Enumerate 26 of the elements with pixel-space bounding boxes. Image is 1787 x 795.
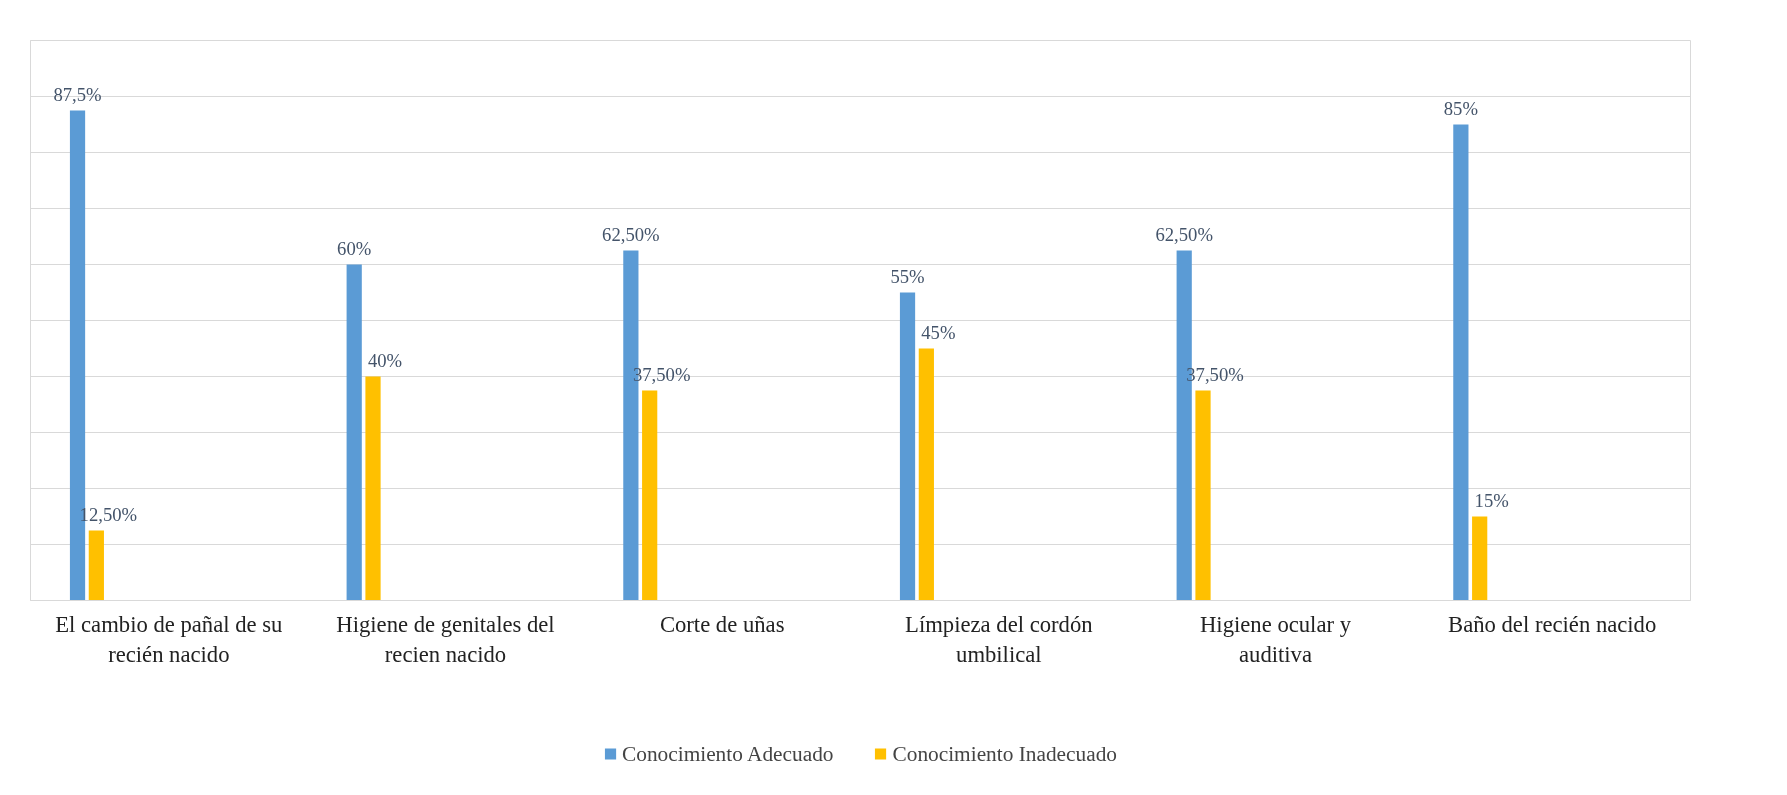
x-tick-label: Higiene ocular y auditiva bbox=[1200, 611, 1352, 667]
bar bbox=[346, 264, 362, 601]
data-label: 45% bbox=[921, 321, 956, 343]
x-tick-label: Baño del recién nacido bbox=[1448, 611, 1657, 637]
x-tick-label: El cambio de pañal de su recién nacido bbox=[55, 611, 283, 667]
data-label: 60% bbox=[337, 237, 372, 259]
data-label: 15% bbox=[1474, 489, 1509, 511]
data-label: 40% bbox=[367, 349, 403, 371]
legend-label: Conocimiento Adecuado bbox=[622, 741, 834, 766]
bar bbox=[1472, 516, 1488, 601]
bar bbox=[1195, 390, 1211, 601]
data-label: 62,50% bbox=[602, 223, 660, 245]
bar bbox=[365, 376, 381, 601]
bar bbox=[899, 292, 916, 601]
bar bbox=[642, 390, 658, 601]
x-tick-label: Límpieza del cordón umbilical bbox=[905, 611, 1093, 667]
data-label: 62,50% bbox=[1155, 223, 1213, 245]
x-tick-label: Corte de uñas bbox=[659, 611, 785, 637]
bar bbox=[88, 530, 104, 601]
bar bbox=[918, 348, 934, 601]
data-label: 87,5% bbox=[53, 83, 102, 105]
data-label: 85% bbox=[1443, 97, 1478, 119]
bar bbox=[1453, 124, 1469, 601]
x-tick-label: Higiene de genitales del recien nacido bbox=[336, 611, 555, 667]
data-label: 55% bbox=[890, 265, 925, 287]
legend-label: Conocimiento Inadecuado bbox=[892, 741, 1117, 766]
